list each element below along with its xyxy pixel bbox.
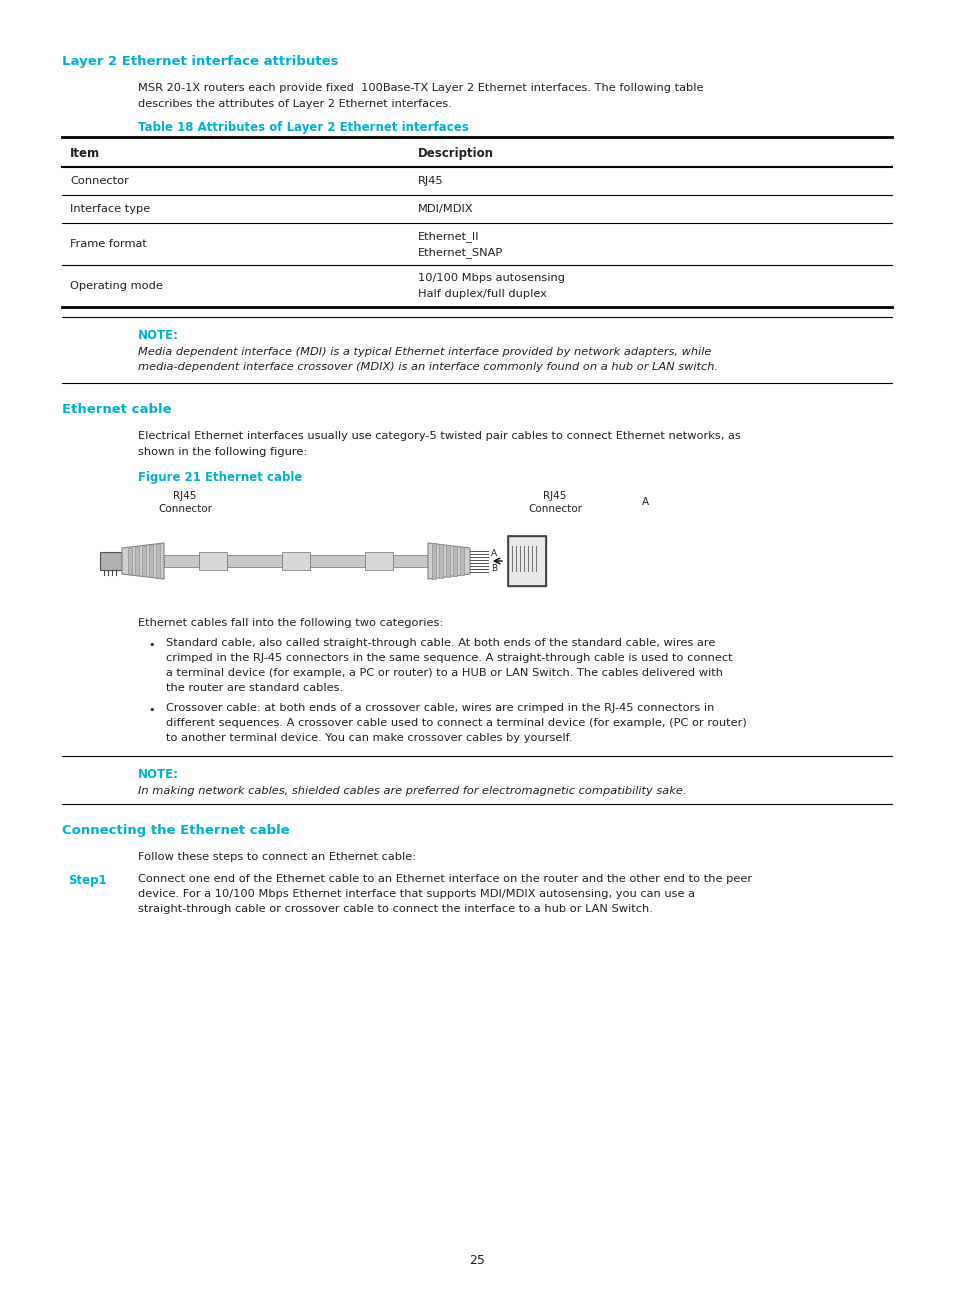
- Text: the router are standard cables.: the router are standard cables.: [166, 683, 343, 693]
- Bar: [128, 548, 132, 574]
- Text: to another terminal device. You can make crossover cables by yourself.: to another terminal device. You can make…: [166, 734, 572, 743]
- Text: device. For a 10/100 Mbps Ethernet interface that supports MDI/MDIX autosensing,: device. For a 10/100 Mbps Ethernet inter…: [138, 889, 695, 899]
- Text: In making network cables, shielded cables are preferred for electromagnetic comp: In making network cables, shielded cable…: [138, 785, 686, 796]
- Text: Figure 21 Ethernet cable: Figure 21 Ethernet cable: [138, 470, 302, 483]
- Text: Operating mode: Operating mode: [70, 281, 163, 292]
- Text: Frame format: Frame format: [70, 238, 147, 249]
- Text: 25: 25: [469, 1253, 484, 1266]
- Text: •: •: [148, 640, 154, 651]
- Text: shown in the following figure:: shown in the following figure:: [138, 447, 307, 457]
- Bar: [282, 552, 310, 570]
- Text: Table 18 Attributes of Layer 2 Ethernet interfaces: Table 18 Attributes of Layer 2 Ethernet …: [138, 121, 468, 133]
- Bar: [393, 555, 428, 568]
- Bar: [432, 543, 436, 579]
- Text: a terminal device (for example, a PC or router) to a HUB or LAN Switch. The cabl: a terminal device (for example, a PC or …: [166, 667, 722, 678]
- Text: describes the attributes of Layer 2 Ethernet interfaces.: describes the attributes of Layer 2 Ethe…: [138, 98, 452, 109]
- Text: Description: Description: [417, 146, 494, 159]
- Text: Standard cable, also called straight-through cable. At both ends of the standard: Standard cable, also called straight-thr…: [166, 638, 715, 648]
- Bar: [227, 555, 282, 568]
- Bar: [142, 546, 146, 575]
- Text: Layer 2 Ethernet interface attributes: Layer 2 Ethernet interface attributes: [62, 54, 338, 67]
- Text: NOTE:: NOTE:: [138, 329, 179, 342]
- Polygon shape: [428, 543, 470, 579]
- Text: Connecting the Ethernet cable: Connecting the Ethernet cable: [62, 824, 290, 837]
- Polygon shape: [122, 543, 164, 579]
- Text: Interface type: Interface type: [70, 203, 150, 214]
- Text: Ethernet_SNAP: Ethernet_SNAP: [417, 248, 503, 258]
- Text: NOTE:: NOTE:: [138, 769, 179, 781]
- Text: Step1: Step1: [68, 874, 107, 886]
- Bar: [459, 547, 463, 575]
- Text: Follow these steps to connect an Ethernet cable:: Follow these steps to connect an Etherne…: [138, 851, 416, 862]
- Text: Connector: Connector: [158, 504, 212, 515]
- Text: Ethernet cables fall into the following two categories:: Ethernet cables fall into the following …: [138, 618, 443, 629]
- Text: different sequences. A crossover cable used to connect a terminal device (for ex: different sequences. A crossover cable u…: [166, 718, 746, 728]
- Bar: [438, 544, 442, 578]
- Bar: [135, 547, 139, 575]
- Bar: [164, 555, 199, 568]
- Bar: [453, 546, 456, 575]
- Bar: [507, 537, 545, 586]
- Text: Ethernet_II: Ethernet_II: [417, 231, 479, 242]
- Text: RJ45: RJ45: [173, 491, 196, 502]
- Text: RJ45: RJ45: [543, 491, 566, 502]
- Text: MSR 20-1X routers each provide fixed  100Base-TX Layer 2 Ethernet interfaces. Th: MSR 20-1X routers each provide fixed 100…: [138, 83, 702, 93]
- Text: •: •: [148, 705, 154, 715]
- Text: crimped in the RJ-45 connectors in the same sequence. A straight-through cable i: crimped in the RJ-45 connectors in the s…: [166, 653, 732, 664]
- Text: A: A: [491, 550, 497, 559]
- Bar: [507, 537, 545, 586]
- Text: MDI/MDIX: MDI/MDIX: [417, 203, 473, 214]
- Text: A: A: [640, 496, 648, 507]
- Text: Connect one end of the Ethernet cable to an Ethernet interface on the router and: Connect one end of the Ethernet cable to…: [138, 874, 751, 884]
- Text: Connector: Connector: [70, 176, 129, 187]
- Text: straight-through cable or crossover cable to connect the interface to a hub or L: straight-through cable or crossover cabl…: [138, 905, 652, 914]
- Text: Crossover cable: at both ends of a crossover cable, wires are crimped in the RJ-: Crossover cable: at both ends of a cross…: [166, 702, 714, 713]
- Text: Electrical Ethernet interfaces usually use category-5 twisted pair cables to con: Electrical Ethernet interfaces usually u…: [138, 432, 740, 441]
- Bar: [100, 552, 122, 570]
- Text: Item: Item: [70, 146, 100, 159]
- Bar: [199, 552, 227, 570]
- Text: RJ45: RJ45: [417, 176, 443, 187]
- Bar: [446, 546, 450, 577]
- Bar: [310, 555, 365, 568]
- Bar: [156, 544, 160, 578]
- Text: B: B: [491, 564, 497, 573]
- Text: Half duplex/full duplex: Half duplex/full duplex: [417, 289, 546, 299]
- Bar: [149, 546, 152, 577]
- Text: 10/100 Mbps autosensing: 10/100 Mbps autosensing: [417, 273, 564, 283]
- Text: media-dependent interface crossover (MDIX) is an interface commonly found on a h: media-dependent interface crossover (MDI…: [138, 362, 718, 372]
- Text: Media dependent interface (MDI) is a typical Ethernet interface provided by netw: Media dependent interface (MDI) is a typ…: [138, 347, 711, 356]
- Text: Ethernet cable: Ethernet cable: [62, 403, 172, 416]
- Bar: [365, 552, 393, 570]
- Text: Connector: Connector: [527, 504, 581, 515]
